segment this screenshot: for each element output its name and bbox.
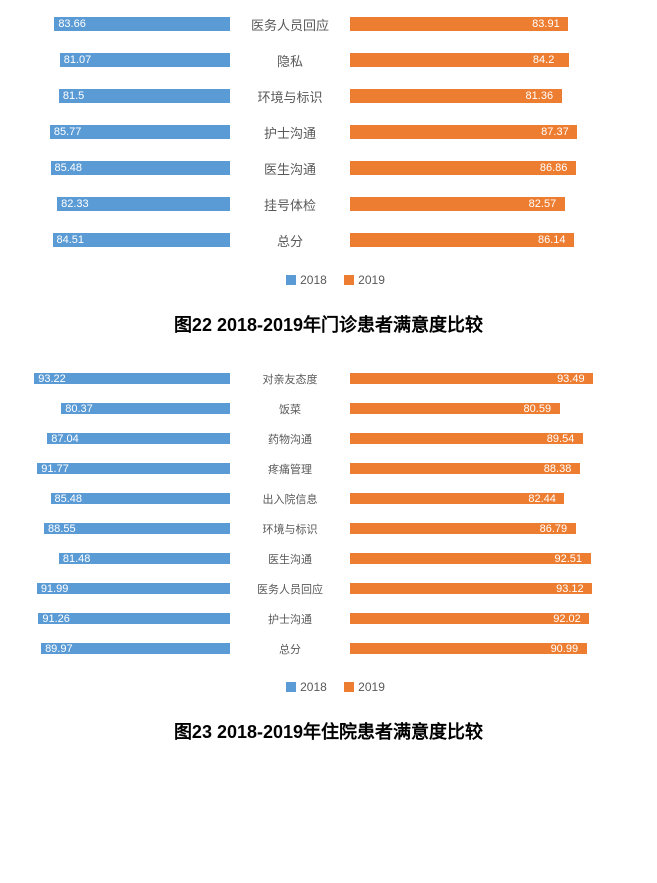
chart-row: 91.77 疼痛管理 88.38 <box>20 459 637 479</box>
value-2018: 81.48 <box>63 553 91 565</box>
category-label: 挂号体检 <box>230 195 350 214</box>
chart2-caption: 图23 2018-2019年住院患者满意度比较 <box>20 718 637 744</box>
legend-swatch-2019 <box>344 275 354 285</box>
legend-label-2019: 2019 <box>358 680 385 694</box>
value-2019: 92.51 <box>555 553 583 565</box>
outpatient-satisfaction-chart: 83.66 医务人员回应 83.91 81.07 隐私 84.2 81.5 环境与标识 81.3… <box>20 12 637 252</box>
value-2019: 86.79 <box>540 523 568 535</box>
value-2019: 88.38 <box>544 463 572 475</box>
value-2018: 84.51 <box>57 234 85 246</box>
chart-row: 91.26 护士沟通 92.02 <box>20 609 637 629</box>
value-2019: 93.49 <box>557 373 585 385</box>
value-2018: 87.04 <box>51 433 79 445</box>
category-label: 医生沟通 <box>230 551 350 567</box>
category-label: 隐私 <box>230 51 350 70</box>
legend-label-2019: 2019 <box>358 273 385 287</box>
legend-swatch-2018 <box>286 275 296 285</box>
value-2019: 89.54 <box>547 433 575 445</box>
value-2018: 85.48 <box>54 493 82 505</box>
value-2019: 86.86 <box>540 162 568 174</box>
category-label: 总分 <box>230 641 350 657</box>
value-2018: 91.26 <box>42 613 70 625</box>
value-2018: 80.37 <box>65 403 93 415</box>
category-label: 医务人员回应 <box>230 15 350 34</box>
value-2018: 81.5 <box>63 90 84 102</box>
category-label: 总分 <box>230 231 350 250</box>
chart-row: 87.04 药物沟通 89.54 <box>20 429 637 449</box>
category-label: 护士沟通 <box>230 611 350 627</box>
value-2019: 81.36 <box>526 90 554 102</box>
chart-row: 81.5 环境与标识 81.36 <box>20 84 637 108</box>
chart2-legend: 2018 2019 <box>20 679 637 694</box>
value-2019: 86.14 <box>538 234 566 246</box>
value-2019: 83.91 <box>532 18 560 30</box>
category-label: 药物沟通 <box>230 431 350 447</box>
chart1-caption: 图22 2018-2019年门诊患者满意度比较 <box>20 311 637 337</box>
chart-row: 93.22 对亲友态度 93.49 <box>20 369 637 389</box>
chart-row: 81.48 医生沟通 92.51 <box>20 549 637 569</box>
bar-2018 <box>59 89 230 103</box>
value-2018: 88.55 <box>48 523 76 535</box>
chart-row: 80.37 饭菜 80.59 <box>20 399 637 419</box>
value-2019: 92.02 <box>553 613 581 625</box>
legend-swatch-2019 <box>344 682 354 692</box>
category-label: 护士沟通 <box>230 123 350 142</box>
chart-row: 85.77 护士沟通 87.37 <box>20 120 637 144</box>
value-2019: 82.57 <box>529 198 557 210</box>
value-2019: 84.2 <box>533 54 554 66</box>
chart-row: 89.97 总分 90.99 <box>20 639 637 659</box>
legend-label-2018: 2018 <box>300 680 327 694</box>
chart-row: 88.55 环境与标识 86.79 <box>20 519 637 539</box>
value-2018: 91.99 <box>41 583 69 595</box>
value-2018: 81.07 <box>64 54 92 66</box>
value-2018: 85.48 <box>54 162 82 174</box>
value-2019: 90.99 <box>551 643 579 655</box>
chart-row: 82.33 挂号体检 82.57 <box>20 192 637 216</box>
category-label: 饭菜 <box>230 401 350 417</box>
value-2018: 85.77 <box>54 126 82 138</box>
value-2019: 82.44 <box>528 493 556 505</box>
legend-swatch-2018 <box>286 682 296 692</box>
chart-row: 85.48 医生沟通 86.86 <box>20 156 637 180</box>
legend-label-2018: 2018 <box>300 273 327 287</box>
category-label: 环境与标识 <box>230 521 350 537</box>
category-label: 环境与标识 <box>230 87 350 106</box>
category-label: 出入院信息 <box>230 491 350 507</box>
chart-row: 83.66 医务人员回应 83.91 <box>20 12 637 36</box>
category-label: 医务人员回应 <box>230 581 350 597</box>
value-2019: 93.12 <box>556 583 584 595</box>
chart-row: 81.07 隐私 84.2 <box>20 48 637 72</box>
inpatient-satisfaction-chart: 93.22 对亲友态度 93.49 80.37 饭菜 80.59 87.04 药物沟通 89.5… <box>20 369 637 659</box>
chart-row: 84.51 总分 86.14 <box>20 228 637 252</box>
value-2018: 89.97 <box>45 643 73 655</box>
value-2018: 93.22 <box>38 373 66 385</box>
value-2018: 91.77 <box>41 463 69 475</box>
category-label: 疼痛管理 <box>230 461 350 477</box>
chart1-legend: 2018 2019 <box>20 272 637 287</box>
category-label: 对亲友态度 <box>230 371 350 387</box>
chart-row: 85.48 出入院信息 82.44 <box>20 489 637 509</box>
category-label: 医生沟通 <box>230 159 350 178</box>
chart-row: 91.99 医务人员回应 93.12 <box>20 579 637 599</box>
value-2019: 87.37 <box>541 126 569 138</box>
value-2018: 83.66 <box>58 18 86 30</box>
value-2019: 80.59 <box>524 403 552 415</box>
value-2018: 82.33 <box>61 198 89 210</box>
